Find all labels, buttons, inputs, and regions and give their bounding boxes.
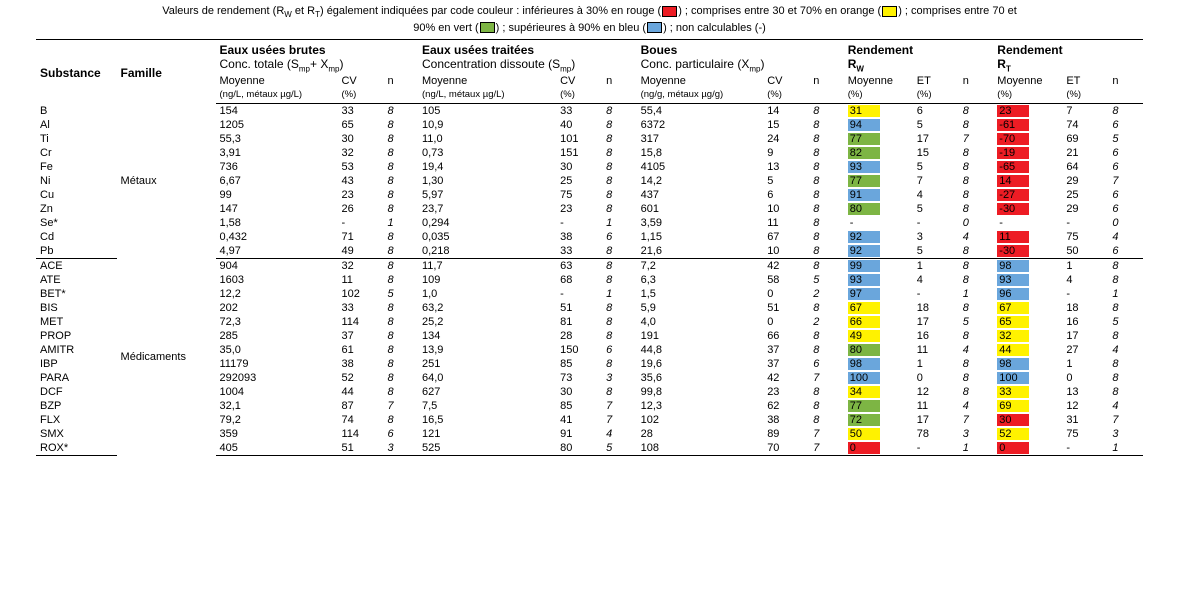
col-famille: Famille — [117, 39, 216, 103]
substance-cell: FLX — [36, 413, 117, 427]
rendement-cell: 80 — [844, 343, 913, 357]
substance-cell: MET — [36, 315, 117, 329]
rendement-cell: 97 — [844, 287, 913, 301]
rendement-cell: 32 — [993, 329, 1062, 343]
substance-cell: Ti — [36, 132, 117, 146]
rendement-cell: 80 — [844, 202, 913, 216]
rendement-cell: 34 — [844, 385, 913, 399]
substance-cell: ROX* — [36, 441, 117, 456]
swatch-red-icon — [662, 6, 677, 17]
rendement-cell: 96 — [993, 287, 1062, 301]
rendement-cell: 92 — [844, 244, 913, 259]
substance-cell: Cd — [36, 230, 117, 244]
rendement-cell: 92 — [844, 230, 913, 244]
rendement-cell: 72 — [844, 413, 913, 427]
rendement-cell: -30 — [993, 244, 1062, 259]
group-rw: RendementRW — [844, 39, 994, 74]
substance-cell: IBP — [36, 357, 117, 371]
substance-cell: Al — [36, 118, 117, 132]
rendement-cell: 82 — [844, 146, 913, 160]
rendement-cell: 23 — [993, 104, 1062, 119]
famille-cell: Médicaments — [117, 259, 216, 456]
substance-cell: Fe — [36, 160, 117, 174]
substance-cell: ACE — [36, 259, 117, 274]
substance-cell: BIS — [36, 301, 117, 315]
rendement-cell: 67 — [993, 301, 1062, 315]
substance-cell: B — [36, 104, 117, 119]
group-rt: RendementRT — [993, 39, 1143, 74]
swatch-blue-icon — [647, 22, 662, 33]
rendement-cell: 98 — [844, 357, 913, 371]
table-row: ACEMédicaments90432811,76387,24289918981… — [36, 259, 1143, 274]
substance-cell: SMX — [36, 427, 117, 441]
substance-cell: Zn — [36, 202, 117, 216]
substance-cell: BET* — [36, 287, 117, 301]
rendement-cell: -27 — [993, 188, 1062, 202]
rendement-cell: 30 — [993, 413, 1062, 427]
rendement-cell: -30 — [993, 202, 1062, 216]
rendement-cell: 100 — [993, 371, 1062, 385]
rendement-cell: 93 — [993, 273, 1062, 287]
rendement-cell: 33 — [993, 385, 1062, 399]
rendement-cell: 98 — [993, 259, 1062, 274]
substance-cell: BZP — [36, 399, 117, 413]
substance-cell: Cr — [36, 146, 117, 160]
rendement-cell: -65 — [993, 160, 1062, 174]
group-boues: BouesConc. particulaire (Xmp) — [637, 39, 844, 74]
rendement-cell: 77 — [844, 174, 913, 188]
rendement-cell: 11 — [993, 230, 1062, 244]
group-brutes: Eaux usées brutesConc. totale (Smp+ Xmp) — [216, 39, 419, 74]
rendement-cell: 93 — [844, 160, 913, 174]
substance-cell: DCF — [36, 385, 117, 399]
rendement-cell: 77 — [844, 132, 913, 146]
rendement-cell: -19 — [993, 146, 1062, 160]
rendement-cell: 99 — [844, 259, 913, 274]
rendement-cell: 67 — [844, 301, 913, 315]
rendement-cell: 49 — [844, 329, 913, 343]
substance-cell: Cu — [36, 188, 117, 202]
substance-cell: Pb — [36, 244, 117, 259]
rendement-cell: 77 — [844, 399, 913, 413]
substance-cell: PROP — [36, 329, 117, 343]
rendement-cell: 50 — [844, 427, 913, 441]
caption: Valeurs de rendement (RW et RT) égalemen… — [36, 4, 1143, 35]
swatch-yellow-icon — [882, 6, 897, 17]
col-substance: Substance — [36, 39, 117, 103]
rendement-cell: 93 — [844, 273, 913, 287]
substance-cell: AMITR — [36, 343, 117, 357]
rendement-cell: 100 — [844, 371, 913, 385]
rendement-cell: 91 — [844, 188, 913, 202]
rendement-cell: 31 — [844, 104, 913, 119]
rendement-cell: 52 — [993, 427, 1062, 441]
table-row: BMétaux15433810533855,414831682378 — [36, 104, 1143, 119]
substance-cell: Ni — [36, 174, 117, 188]
rendement-cell: 66 — [844, 315, 913, 329]
rendement-cell: 69 — [993, 399, 1062, 413]
rendement-cell: - — [993, 216, 1062, 230]
rendement-cell: -61 — [993, 118, 1062, 132]
data-table: Substance Famille Eaux usées brutesConc.… — [36, 39, 1143, 456]
rendement-cell: 0 — [844, 441, 913, 456]
rendement-cell: 44 — [993, 343, 1062, 357]
rendement-cell: 65 — [993, 315, 1062, 329]
rendement-cell: -70 — [993, 132, 1062, 146]
rendement-cell: 0 — [993, 441, 1062, 456]
rendement-cell: - — [844, 216, 913, 230]
famille-cell: Métaux — [117, 104, 216, 259]
swatch-green-icon — [480, 22, 495, 33]
group-traitees: Eaux usées traitées Concentration dissou… — [418, 39, 637, 74]
rendement-cell: 94 — [844, 118, 913, 132]
substance-cell: ATE — [36, 273, 117, 287]
substance-cell: Se* — [36, 216, 117, 230]
substance-cell: PARA — [36, 371, 117, 385]
rendement-cell: 98 — [993, 357, 1062, 371]
rendement-cell: 14 — [993, 174, 1062, 188]
